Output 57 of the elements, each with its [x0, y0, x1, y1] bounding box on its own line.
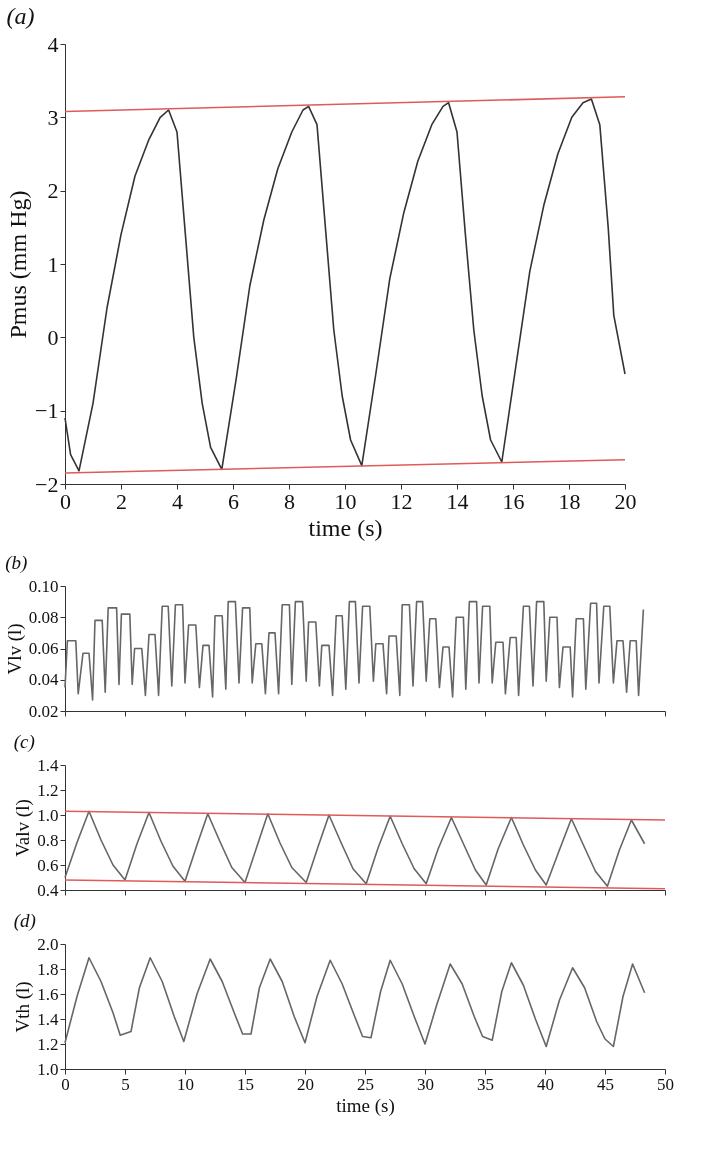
- x-tick-label: 35: [477, 1074, 494, 1094]
- y-tick-label: −2: [35, 471, 59, 497]
- x-tick-label: 12: [390, 488, 413, 514]
- x-tick-label: 30: [417, 1074, 434, 1094]
- x-tick-label: 20: [297, 1074, 314, 1094]
- y-tick-label: 0.6: [37, 855, 59, 875]
- y-tick-label: 0.4: [37, 880, 59, 900]
- x-tick-label: 4: [172, 488, 183, 514]
- x-tick-label: 6: [228, 488, 239, 514]
- y-tick-label: 4: [47, 31, 59, 57]
- y-axis-title: Pmus (mm Hg): [5, 190, 32, 339]
- y-tick-label: 1.4: [37, 755, 59, 775]
- y-tick-label: 0.10: [28, 576, 59, 596]
- y-tick-label: −1: [35, 398, 59, 424]
- line-series: [64, 600, 645, 701]
- x-tick-label: 2: [116, 488, 127, 514]
- y-tick-label: 0.04: [28, 670, 59, 690]
- x-axis-title: time (s): [308, 514, 383, 541]
- y-tick-label: 1.2: [37, 780, 59, 800]
- x-tick-label: 25: [357, 1074, 374, 1094]
- x-tick-label: 50: [657, 1074, 674, 1094]
- y-tick-label: 1.6: [37, 984, 59, 1004]
- x-tick-label: 10: [334, 488, 357, 514]
- x-tick-label: 14: [446, 488, 469, 514]
- y-tick-label: 1.0: [37, 1059, 59, 1079]
- y-tick-label: 1.4: [37, 1009, 59, 1029]
- chart-title: (d): [13, 910, 36, 932]
- y-tick-label: 0.8: [37, 830, 59, 850]
- x-tick-label: 8: [284, 488, 295, 514]
- x-tick-label: 20: [614, 488, 637, 514]
- y-tick-label: 3: [47, 104, 59, 130]
- y-axis-title: Valv (l): [12, 799, 35, 857]
- y-tick-label: 2.0: [37, 934, 59, 954]
- x-tick-label: 5: [121, 1074, 130, 1094]
- chart-title: (c): [13, 731, 35, 753]
- y-tick-label: 1.0: [37, 805, 59, 825]
- y-axis-title: Vlv (l): [3, 623, 26, 675]
- x-tick-label: 10: [177, 1074, 194, 1094]
- chart-title: (b): [5, 552, 28, 574]
- y-tick-label: 1: [47, 251, 59, 277]
- y-tick-label: 0.08: [28, 607, 59, 627]
- line-series: [64, 956, 646, 1048]
- y-tick-label: 0: [47, 324, 59, 350]
- x-tick-label: 45: [597, 1074, 614, 1094]
- y-tick-label: 1.8: [37, 959, 59, 979]
- y-tick-label: 1.2: [37, 1034, 59, 1054]
- x-tick-label: 40: [537, 1074, 554, 1094]
- y-tick-label: 0.06: [28, 639, 59, 658]
- x-tick-label: 16: [502, 488, 525, 514]
- x-tick-label: 18: [558, 488, 581, 514]
- y-axis-title: Vth (l): [12, 981, 35, 1033]
- chart-title: (a): [6, 3, 35, 29]
- x-tick-label: 15: [237, 1074, 254, 1094]
- x-axis-title: time (s): [336, 1094, 395, 1117]
- y-tick-label: 2: [47, 178, 59, 204]
- line-series: [64, 810, 646, 888]
- y-tick-label: 0.02: [28, 701, 59, 721]
